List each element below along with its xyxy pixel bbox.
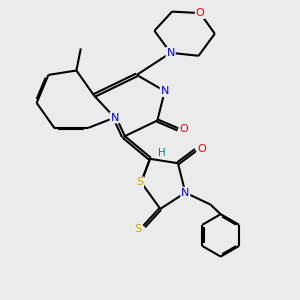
Text: O: O	[197, 143, 206, 154]
Text: N: N	[167, 48, 175, 58]
Text: N: N	[110, 112, 119, 123]
Text: O: O	[179, 124, 188, 134]
Text: S: S	[135, 224, 142, 235]
Text: H: H	[158, 148, 166, 158]
Text: N: N	[160, 86, 169, 96]
Text: S: S	[136, 177, 143, 188]
Text: N: N	[181, 188, 190, 198]
Text: O: O	[196, 8, 204, 18]
